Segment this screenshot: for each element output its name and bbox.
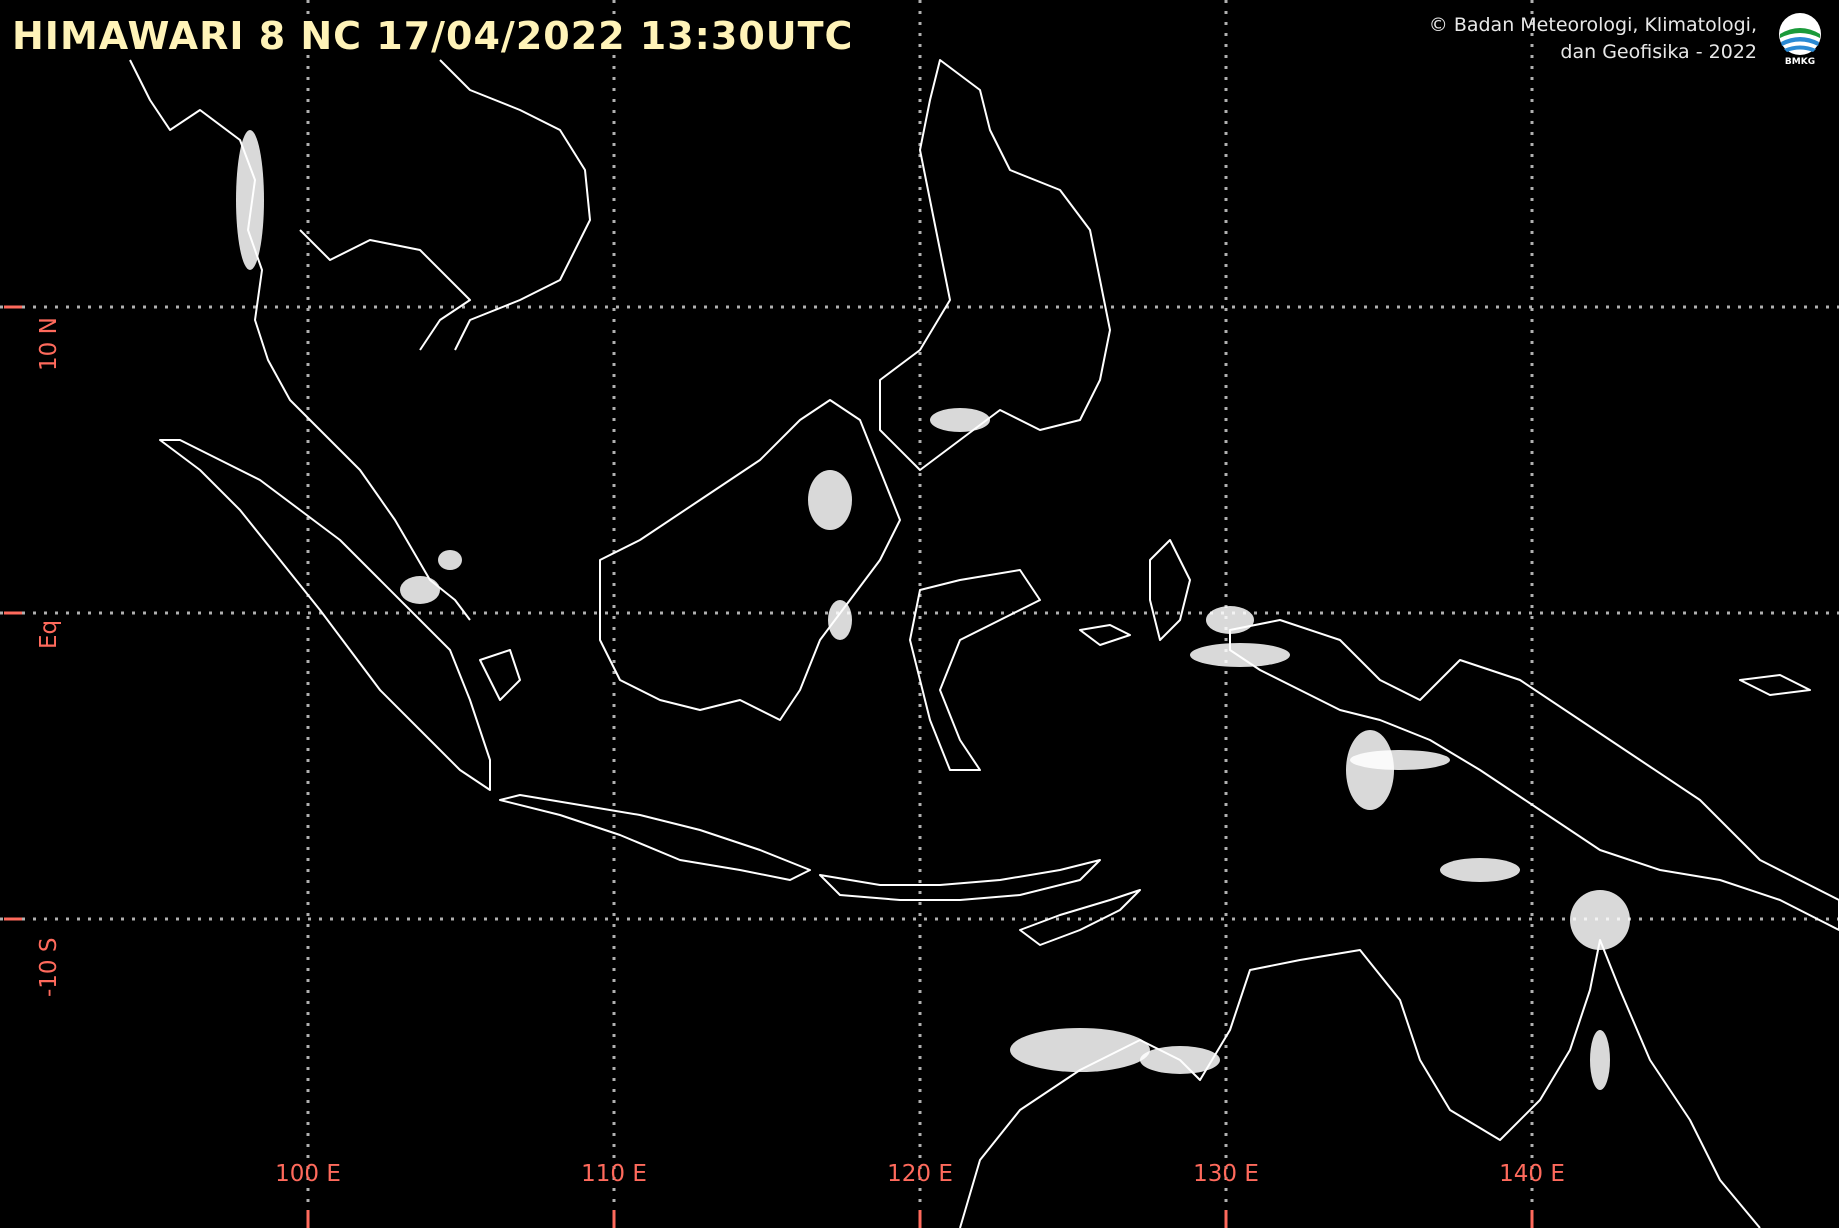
longitude-label: 120 E: [887, 1161, 953, 1187]
coastline-path: [499, 794, 811, 881]
cloud-patch: [1440, 858, 1520, 882]
cloud-patch: [1590, 1030, 1610, 1090]
coastline-path: [299, 229, 471, 351]
coastline-path: [129, 59, 471, 621]
cloud-patches: [236, 130, 1630, 1090]
coastlines: [129, 59, 1839, 1228]
cloud-patch: [1346, 730, 1394, 810]
coastline-path: [599, 399, 901, 721]
cloud-patch: [438, 550, 462, 570]
cloud-patch: [1190, 643, 1290, 667]
cloud-patch: [400, 576, 440, 604]
axis-ticks: [4, 305, 1534, 1228]
longitude-label: 100 E: [275, 1161, 341, 1187]
coastline-path: [909, 569, 1041, 771]
cloud-patch: [1570, 890, 1630, 950]
image-title: HIMAWARI 8 NC 17/04/2022 13:30UTC: [12, 14, 854, 58]
cloud-patch: [236, 130, 264, 270]
longitude-label: 130 E: [1193, 1161, 1259, 1187]
copyright-credit: © Badan Meteorologi, Klimatologi, dan Ge…: [1429, 12, 1757, 66]
cloud-patch: [808, 470, 852, 530]
coastline-path: [479, 649, 521, 701]
credit-line-1: © Badan Meteorologi, Klimatologi,: [1428, 14, 1757, 36]
coastline-path: [819, 859, 1101, 901]
longitude-label: 140 E: [1499, 1161, 1565, 1187]
longitude-label: 110 E: [581, 1161, 647, 1187]
coastline-path: [1019, 889, 1141, 946]
credit-line-2: dan Geofisika - 2022: [1560, 41, 1757, 63]
coastline-path: [159, 439, 491, 791]
latitude-label: 10 N: [36, 317, 62, 371]
coastline-path: [1739, 674, 1811, 696]
cloud-patch: [1206, 606, 1254, 634]
cloud-patch: [930, 408, 990, 432]
coastline-path: [879, 59, 1111, 471]
coastline-path: [439, 59, 591, 351]
cloud-patch: [1010, 1028, 1150, 1072]
coastline-path: [1229, 619, 1839, 931]
svg-text:BMKG: BMKG: [1785, 57, 1815, 66]
latitude-label: Eq: [36, 619, 62, 649]
coastline-path: [1079, 624, 1131, 646]
cloud-patch: [828, 600, 852, 640]
latitude-label: -10 S: [36, 937, 62, 997]
cloud-patch: [1140, 1046, 1220, 1074]
bmkg-logo: BMKG: [1779, 13, 1821, 66]
coastline-path: [1149, 539, 1191, 641]
